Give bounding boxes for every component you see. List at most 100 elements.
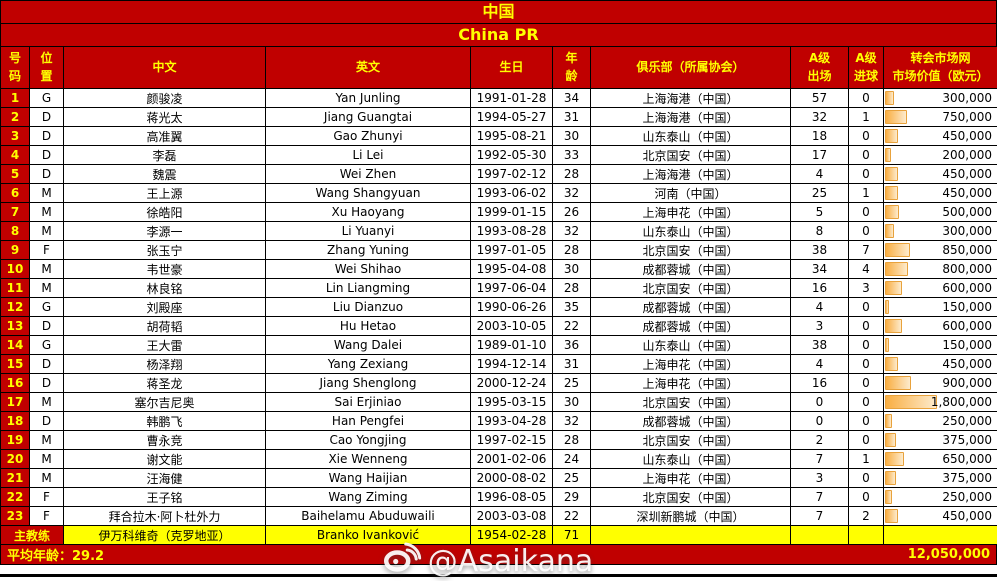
market-value-bar [885,167,898,181]
market-value-text: 450,000 [942,129,992,143]
cell-caps: 16 [791,279,849,298]
cell-caps: 38 [791,336,849,355]
table-row: 1 G 颜骏凌 Yan Junling 1991-01-28 34 上海海港（中国） 57 0 3… [1,89,997,108]
cell-birthday: 1995-08-21 [471,127,553,146]
cell-caps: 7 [791,450,849,469]
cell-chinese-name: 高准翼 [64,127,266,146]
cell-position: F [30,488,64,507]
cell-market-value: 600,000 [884,317,997,336]
market-value-bar [885,110,907,124]
header-chinese-name: 中文 [64,47,266,89]
cell-club: 山东泰山（中国） [591,127,791,146]
coach-birthday: 1954-02-28 [471,526,553,545]
cell-market-value: 450,000 [884,355,997,374]
cell-english-name: Li Yuanyi [266,222,471,241]
cell-goals: 0 [849,298,884,317]
cell-birthday: 1999-01-15 [471,203,553,222]
cell-market-value: 450,000 [884,127,997,146]
cell-age: 26 [553,203,591,222]
cell-number: 10 [1,260,30,279]
coach-chinese-name: 伊万科维奇（克罗地亚） [64,526,266,545]
market-value-bar [885,186,898,200]
coach-club-empty [591,526,791,545]
cell-club: 成都蓉城（中国） [591,298,791,317]
market-value-text: 900,000 [942,376,992,390]
cell-caps: 4 [791,298,849,317]
cell-number: 17 [1,393,30,412]
cell-position: G [30,89,64,108]
market-value-text: 300,000 [942,224,992,238]
cell-birthday: 1989-01-10 [471,336,553,355]
cell-position: M [30,393,64,412]
cell-market-value: 500,000 [884,203,997,222]
cell-club: 上海海港（中国） [591,89,791,108]
cell-age: 32 [553,184,591,203]
cell-club: 成都蓉城（中国） [591,260,791,279]
cell-club: 河南（中国） [591,184,791,203]
cell-goals: 0 [849,222,884,241]
cell-english-name: Han Pengfei [266,412,471,431]
cell-position: M [30,260,64,279]
cell-english-name: Yan Junling [266,89,471,108]
cell-market-value: 450,000 [884,165,997,184]
cell-chinese-name: 林良铭 [64,279,266,298]
cell-birthday: 2000-08-02 [471,469,553,488]
market-value-bar [885,338,889,352]
cell-chinese-name: 谢文能 [64,450,266,469]
summary-row: 平均年龄：29.2 12,050,000 [1,545,996,565]
table-row: 18 D 韩鹏飞 Han Pengfei 1993-04-28 32 成都蓉城（中国） 0 0 2… [1,412,997,431]
cell-goals: 0 [849,393,884,412]
cell-chinese-name: 王大雷 [64,336,266,355]
cell-age: 36 [553,336,591,355]
market-value-text: 450,000 [942,509,992,523]
cell-goals: 0 [849,336,884,355]
cell-club: 北京国安（中国） [591,488,791,507]
cell-position: M [30,184,64,203]
cell-goals: 1 [849,108,884,127]
cell-chinese-name: 李磊 [64,146,266,165]
cell-caps: 7 [791,488,849,507]
cell-chinese-name: 徐皓阳 [64,203,266,222]
cell-club: 上海申花（中国） [591,203,791,222]
cell-chinese-name: 张玉宁 [64,241,266,260]
cell-english-name: Wang Shangyuan [266,184,471,203]
cell-number: 22 [1,488,30,507]
cell-goals: 0 [849,374,884,393]
cell-chinese-name: 魏震 [64,165,266,184]
market-value-text: 300,000 [942,91,992,105]
cell-club: 上海申花（中国） [591,355,791,374]
market-value-bar [885,414,892,428]
table-row: 15 D 杨泽翔 Yang Zexiang 1994-12-14 31 上海申花（中国） 4 0… [1,355,997,374]
cell-age: 31 [553,355,591,374]
cell-english-name: Lin Liangming [266,279,471,298]
cell-chinese-name: 王子铭 [64,488,266,507]
cell-chinese-name: 韦世豪 [64,260,266,279]
market-value-bar [885,357,898,371]
cell-birthday: 1995-04-08 [471,260,553,279]
market-value-text: 250,000 [942,490,992,504]
title-en: China PR [1,24,996,47]
cell-caps: 57 [791,89,849,108]
table-row: 10 M 韦世豪 Wei Shihao 1995-04-08 30 成都蓉城（中国） 34 4 8… [1,260,997,279]
coach-label: 主教练 [1,526,64,545]
cell-caps: 25 [791,184,849,203]
total-market-value: 12,050,000 [907,547,990,562]
table-row: 12 G 刘殿座 Liu Dianzuo 1990-06-26 35 成都蓉城（中国） 4 0 1… [1,298,997,317]
market-value-text: 1,800,000 [930,395,992,409]
table-row: 23 F 拜合拉木·阿卜杜外力 Baihelamu Abuduwaili 2003-03… [1,507,997,526]
cell-english-name: Xu Haoyang [266,203,471,222]
cell-english-name: Cao Yongjing [266,431,471,450]
cell-age: 31 [553,108,591,127]
cell-position: D [30,374,64,393]
cell-number: 4 [1,146,30,165]
cell-caps: 38 [791,241,849,260]
market-value-bar [885,376,911,390]
cell-market-value: 900,000 [884,374,997,393]
cell-position: D [30,412,64,431]
cell-age: 22 [553,507,591,526]
header-age: 年 龄 [553,47,591,89]
cell-market-value: 850,000 [884,241,997,260]
market-value-bar [885,205,899,219]
cell-market-value: 375,000 [884,469,997,488]
market-value-bar [885,490,892,504]
